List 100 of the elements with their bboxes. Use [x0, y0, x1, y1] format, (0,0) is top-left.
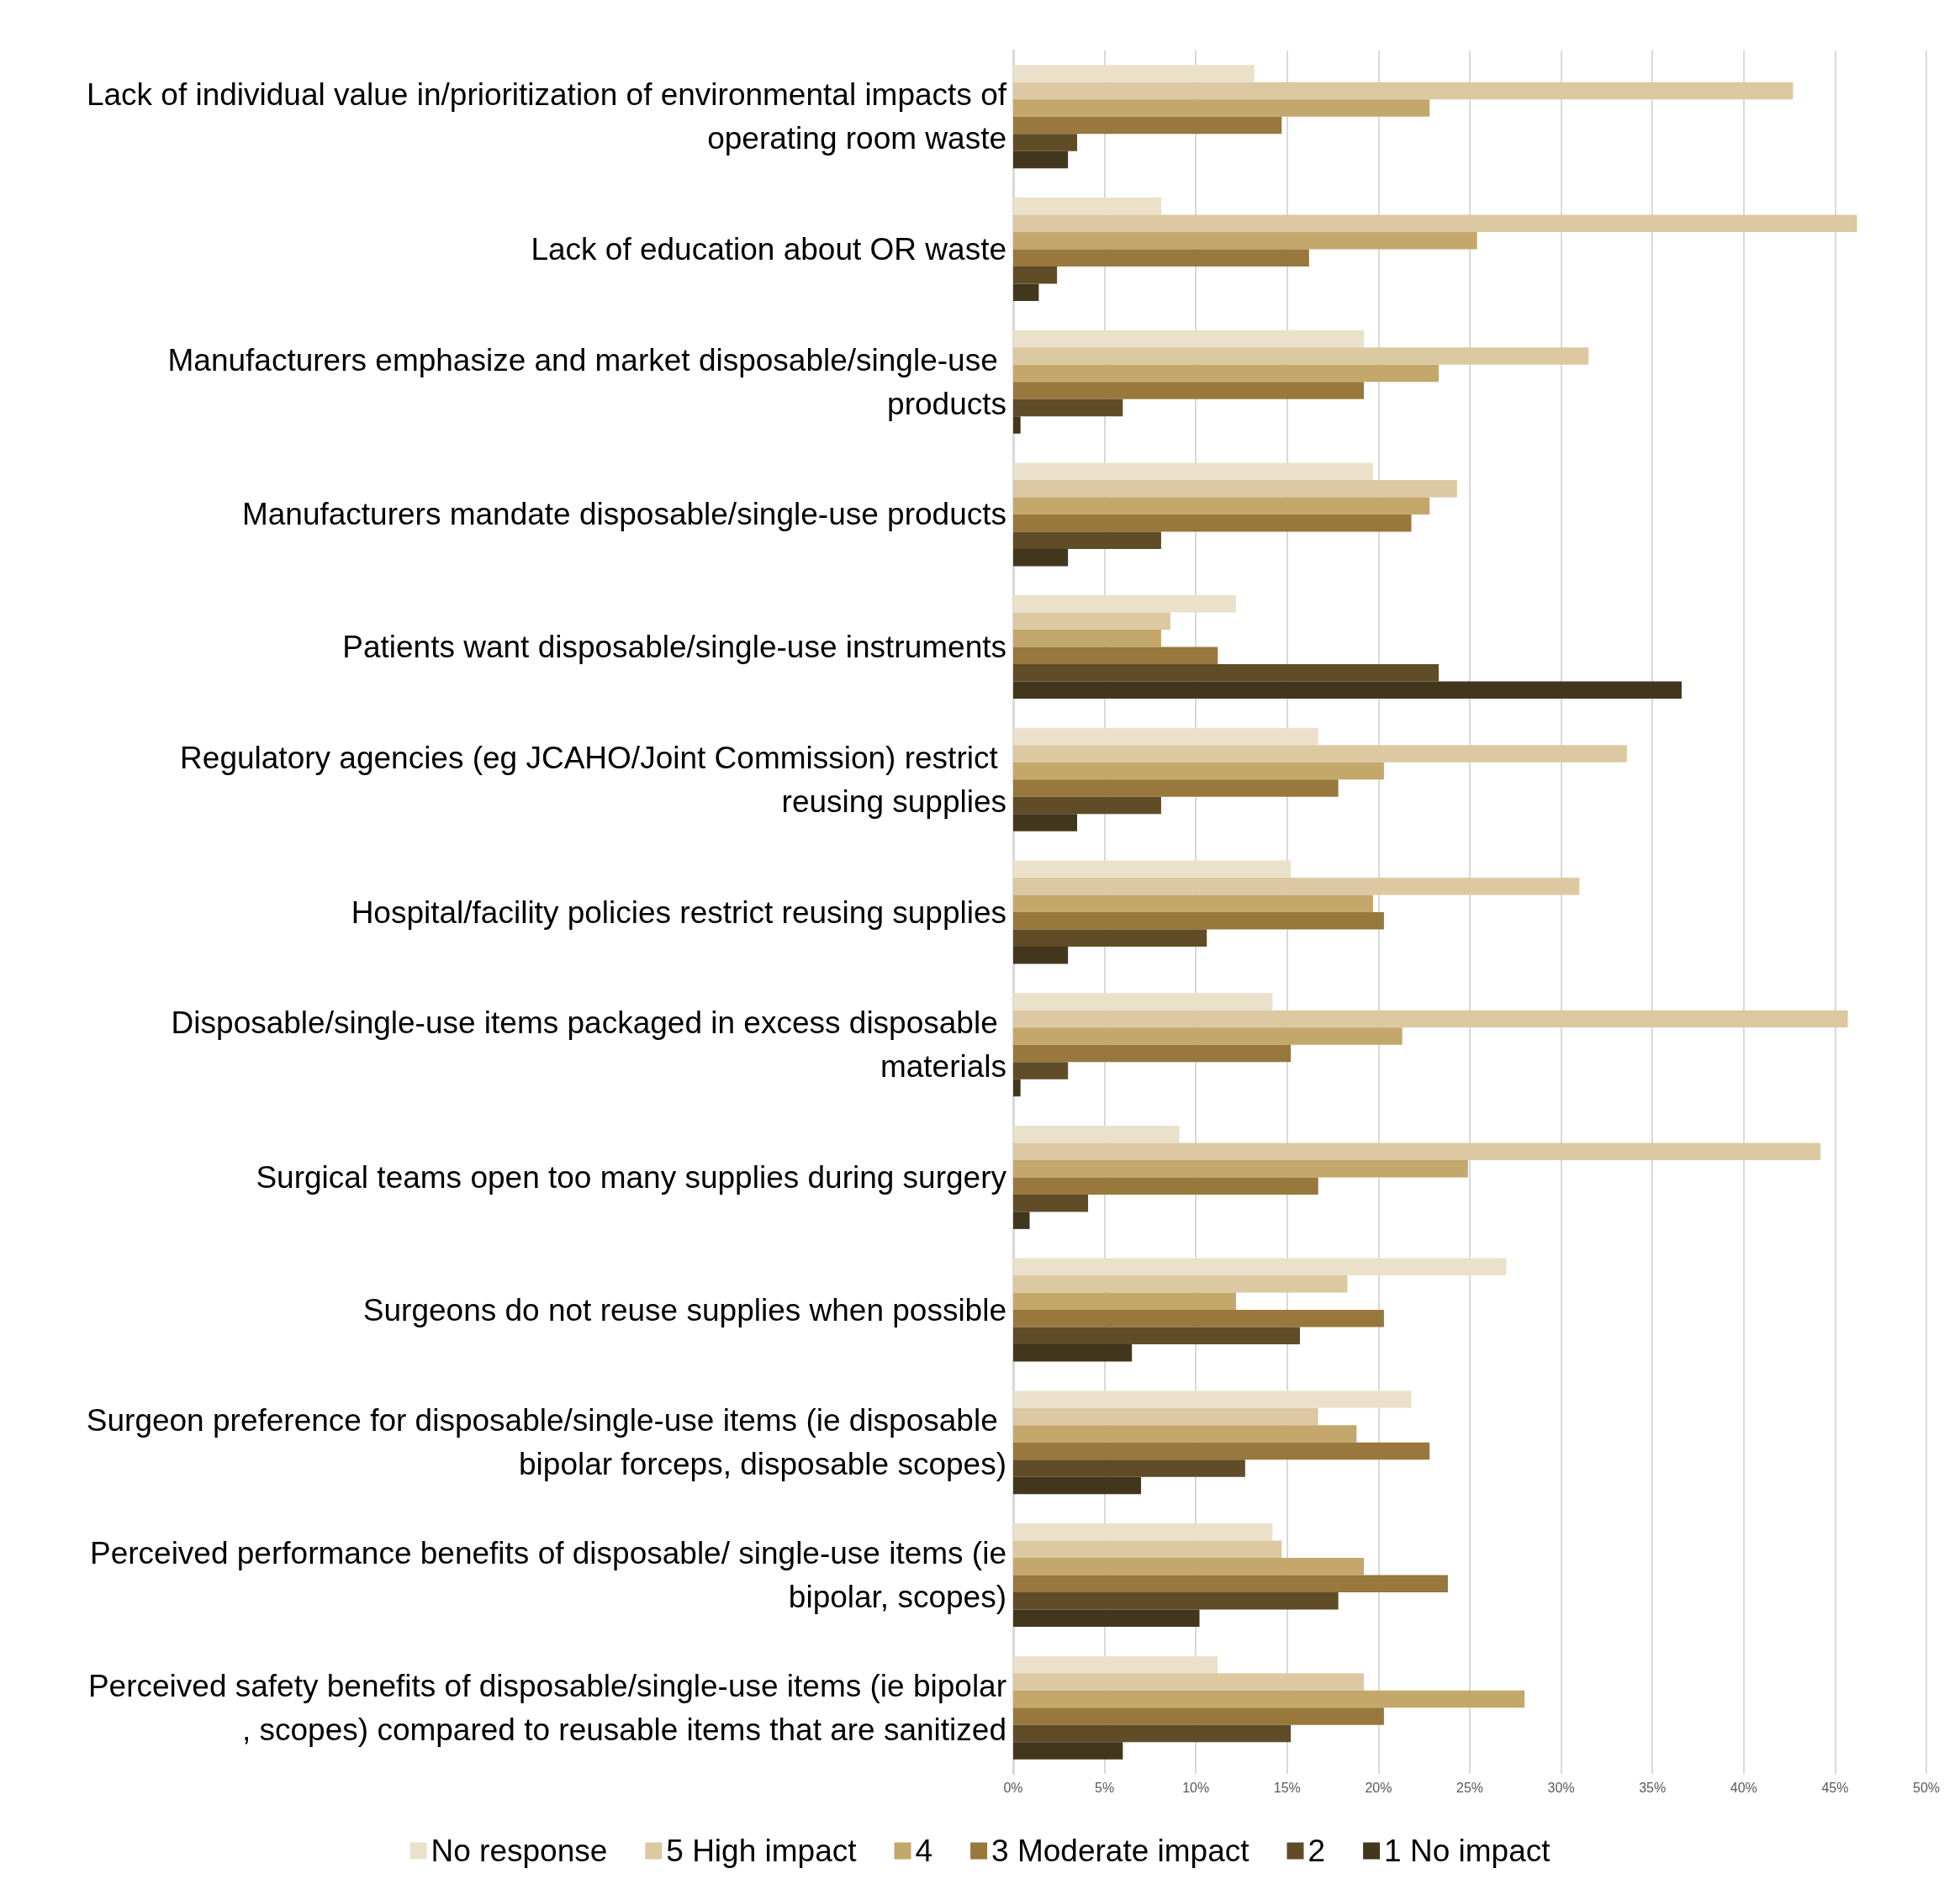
bar	[1013, 1044, 1292, 1063]
y-tick-label: Lack of education about OR waste	[531, 232, 1006, 267]
bar	[1013, 116, 1282, 135]
x-tick-label: 5%	[1095, 1780, 1115, 1795]
y-tick-label: Surgical teams open too many supplies during surgery	[256, 1159, 1007, 1195]
bar	[1013, 1079, 1021, 1097]
bar	[1013, 150, 1069, 169]
bar	[1013, 1177, 1318, 1195]
x-tick-label: 30%	[1547, 1780, 1575, 1795]
bar	[1013, 681, 1682, 699]
bar	[1013, 267, 1058, 284]
bar	[1013, 947, 1069, 964]
bar	[1013, 1292, 1236, 1311]
bar	[1013, 1557, 1365, 1576]
x-tick-label: 45%	[1821, 1780, 1849, 1795]
bar	[1013, 398, 1123, 417]
y-tick-label: Perceived performance benefits of disposable/ single-use items (ie bipolar, scopes)	[89, 1535, 1006, 1614]
bar	[1013, 1523, 1273, 1541]
bar	[1013, 479, 1457, 498]
bar	[1013, 1742, 1123, 1760]
bar	[1013, 134, 1078, 151]
bar	[1013, 382, 1365, 399]
bar	[1013, 1407, 1318, 1426]
x-tick-label: 50%	[1912, 1780, 1941, 1795]
bar	[1013, 912, 1384, 930]
bar	[1013, 1707, 1384, 1725]
bar	[1013, 762, 1384, 780]
x-tick-label: 0%	[1003, 1780, 1023, 1795]
bar	[1013, 1459, 1245, 1477]
y-tick-label: Manufacturers emphasize and market disposable/single-use products	[167, 342, 1006, 421]
y-tick-label: Lack of individual value in/prioritization of environmental impacts of operating room waste	[86, 77, 1007, 156]
bar	[1013, 745, 1627, 763]
bar	[1013, 1327, 1300, 1345]
bar	[1013, 1027, 1403, 1045]
bar	[1013, 1062, 1069, 1079]
x-tick-label: 35%	[1639, 1780, 1667, 1795]
bar	[1013, 814, 1078, 831]
x-tick-label: 40%	[1730, 1780, 1757, 1795]
legend-label: No response	[431, 1834, 608, 1868]
bar	[1013, 283, 1039, 302]
bar	[1013, 1275, 1348, 1293]
bar	[1013, 497, 1430, 515]
bar	[1013, 1391, 1412, 1408]
y-tick-label: Hospital/facility policies restrict reusing supplies	[351, 895, 1006, 930]
bar	[1013, 1211, 1030, 1229]
legend-label: 2	[1308, 1834, 1326, 1868]
bar	[1013, 612, 1170, 631]
bar	[1013, 99, 1430, 117]
bar	[1013, 364, 1440, 383]
y-tick-label: Surgeons do not reuse supplies when possible	[362, 1292, 1006, 1327]
bar	[1013, 1310, 1384, 1327]
bar	[1013, 1690, 1525, 1708]
bar	[1013, 330, 1365, 348]
bar	[1013, 1125, 1180, 1143]
bar	[1013, 929, 1207, 947]
bar	[1013, 1724, 1292, 1743]
bar	[1013, 647, 1218, 665]
bar	[1013, 198, 1161, 215]
bar	[1013, 82, 1794, 100]
bar	[1013, 347, 1589, 365]
bar	[1013, 860, 1292, 878]
bar	[1013, 514, 1412, 532]
bar	[1013, 65, 1255, 82]
y-tick-label: Patients want disposable/single-use instruments	[342, 630, 1006, 665]
bar	[1013, 416, 1021, 434]
bar	[1013, 1344, 1133, 1362]
bar	[1013, 1609, 1200, 1627]
bar	[1013, 1010, 1848, 1028]
bar	[1013, 1540, 1282, 1558]
bar	[1013, 232, 1477, 250]
x-tick-label: 25%	[1455, 1780, 1484, 1795]
bar	[1013, 895, 1373, 912]
bar	[1013, 249, 1309, 267]
x-tick-label: 20%	[1365, 1780, 1392, 1795]
bar	[1013, 1655, 1218, 1674]
bar	[1013, 993, 1273, 1011]
bar	[1013, 531, 1161, 549]
x-tick-label: 15%	[1273, 1780, 1301, 1795]
legend-label: 4	[915, 1834, 933, 1868]
legend-label: 5 High impact	[666, 1834, 858, 1868]
bar	[1013, 1425, 1357, 1443]
bar	[1013, 727, 1318, 746]
bar	[1013, 1194, 1089, 1212]
bar	[1013, 1476, 1142, 1495]
bar	[1013, 595, 1236, 613]
bar	[1013, 878, 1580, 895]
y-tick-label: Surgeon preference for disposable/single-use items (ie disposable bipolar forceps, disposable scopes)	[86, 1403, 1006, 1482]
bar	[1013, 214, 1857, 233]
bar	[1013, 1673, 1365, 1691]
legend-label: 1 No impact	[1384, 1834, 1551, 1868]
bar	[1013, 664, 1440, 682]
bar	[1013, 1442, 1430, 1460]
legend-label: 3 Moderate impact	[991, 1834, 1250, 1868]
bar	[1013, 779, 1339, 797]
bar	[1013, 1575, 1448, 1592]
y-tick-label: Regulatory agencies (eg JCAHO/Joint Commission) restrict reusing supplies	[180, 740, 1006, 819]
bar	[1013, 548, 1069, 567]
bar	[1013, 462, 1373, 480]
y-tick-label: Manufacturers mandate disposable/single-use products	[241, 497, 1006, 532]
bar	[1013, 1143, 1821, 1160]
